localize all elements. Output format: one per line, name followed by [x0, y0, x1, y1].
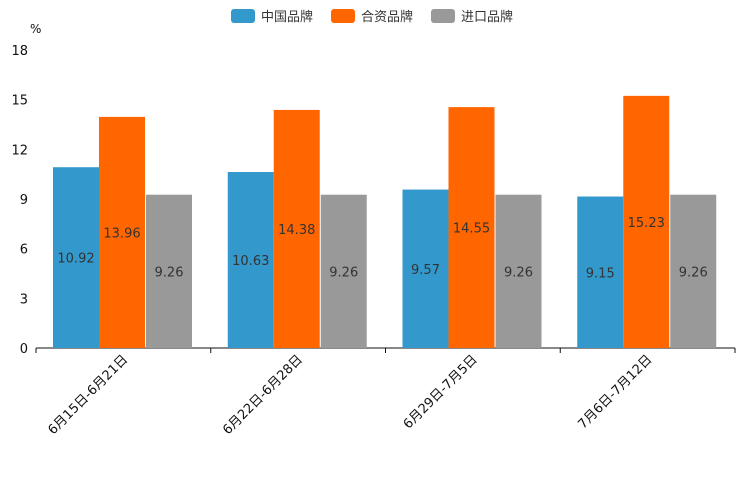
bar-1-2[interactable]: [448, 107, 495, 348]
data-label-1-2: 14.55: [453, 222, 490, 237]
legend-item-china[interactable]: 中国品牌: [230, 6, 313, 25]
bar-2-0[interactable]: [146, 194, 192, 348]
y-tick-label-2: 6: [20, 243, 28, 258]
data-label-0-2: 9.57: [411, 263, 440, 278]
legend-label-import: 进口品牌: [461, 10, 514, 25]
y-tick-label-6: 18: [11, 44, 28, 59]
y-tick-label-0: 0: [20, 342, 28, 357]
bar-1-0[interactable]: [99, 116, 145, 348]
x-category-label-2: 6月29日-7月5日: [401, 352, 481, 432]
bar-0-1[interactable]: [227, 172, 274, 348]
data-label-1-1: 14.38: [278, 223, 315, 238]
bar-0-3[interactable]: [577, 196, 624, 348]
y-tick-label-1: 3: [20, 292, 28, 307]
legend-item-import[interactable]: 进口品牌: [431, 6, 513, 25]
legend-label-china: 中国品牌: [260, 10, 313, 25]
y-tick-label-4: 12: [11, 143, 28, 158]
data-label-1-0: 13.96: [103, 226, 140, 241]
bar-2-1[interactable]: [320, 194, 367, 348]
bar-0-2[interactable]: [402, 189, 449, 348]
data-label-0-1: 10.63: [232, 254, 269, 269]
legend-swatch-china: [230, 8, 255, 23]
legend-swatch-import: [431, 8, 455, 23]
legend-label-joint: 合资品牌: [360, 10, 413, 25]
legend-item-joint[interactable]: 合资品牌: [330, 6, 413, 25]
legend-swatch-joint: [330, 8, 355, 23]
data-label-1-3: 15.23: [628, 216, 665, 231]
x-category-label-0: 6月15日-6月21日: [45, 352, 131, 438]
bar-1-1[interactable]: [273, 109, 320, 348]
data-label-2-2: 9.26: [504, 265, 533, 280]
bar-2-2[interactable]: [495, 194, 542, 348]
data-label-2-3: 9.26: [679, 265, 708, 280]
data-label-2-1: 9.26: [329, 265, 358, 280]
data-label-2-0: 9.26: [155, 265, 184, 280]
y-tick-label-5: 15: [11, 94, 28, 109]
bar-0-0[interactable]: [53, 167, 99, 348]
bar-2-3[interactable]: [670, 194, 717, 348]
data-label-0-3: 9.15: [586, 266, 615, 281]
x-category-label-3: 7月6日-7月12日: [576, 352, 656, 432]
y-axis-unit: %: [30, 22, 41, 36]
data-label-0-0: 10.92: [57, 252, 94, 267]
y-tick-label-3: 9: [20, 193, 28, 208]
bar-1-3[interactable]: [623, 95, 670, 348]
legend: 中国品牌 合资品牌 进口品牌: [0, 6, 744, 25]
x-category-label-1: 6月22日-6月28日: [220, 352, 306, 438]
